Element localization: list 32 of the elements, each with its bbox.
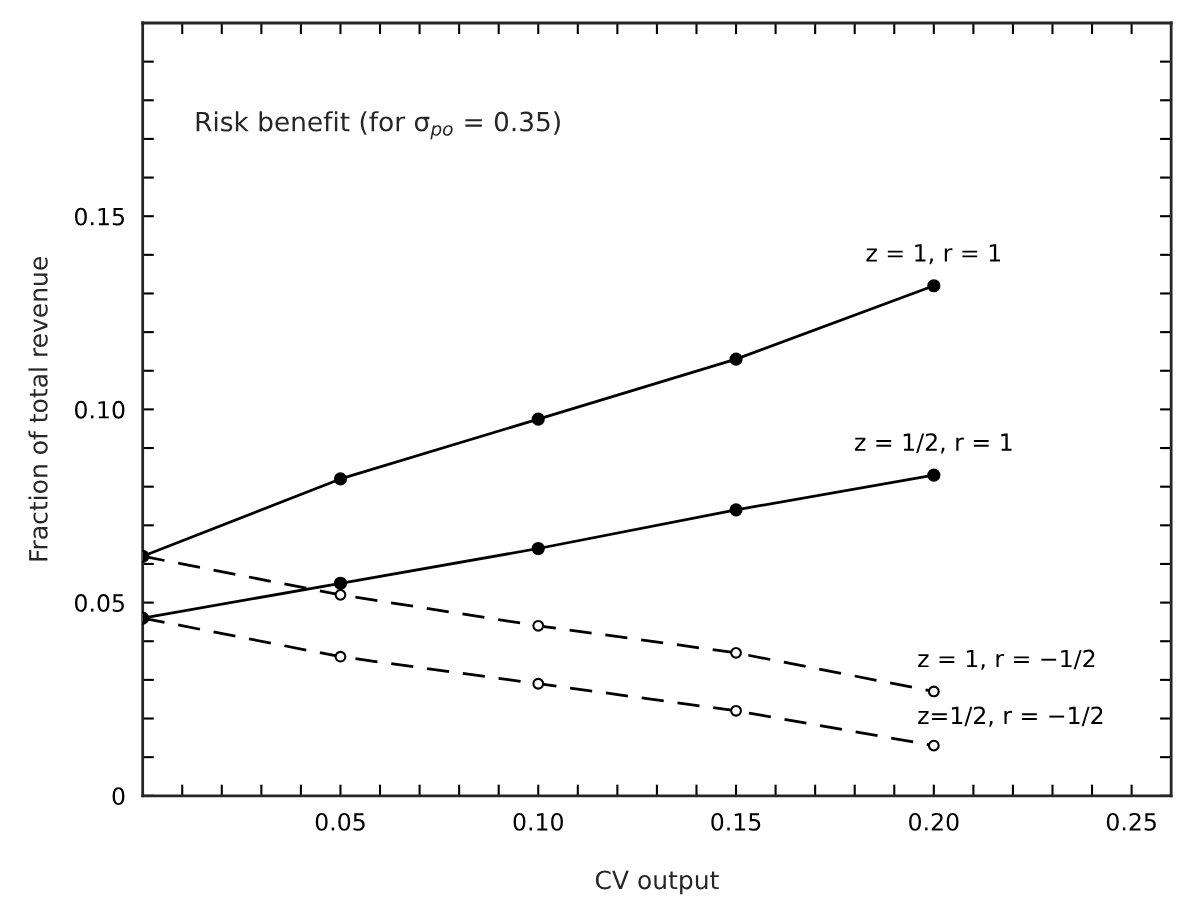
- point: [532, 677, 545, 690]
- series-label: z = 1/2, r = 1: [854, 433, 1012, 454]
- y-axis-title: Fraction of total revenue: [28, 257, 48, 561]
- x-tick-label: 0.20: [909, 812, 959, 831]
- point: [531, 412, 545, 426]
- point: [730, 646, 742, 659]
- series-label: z=1/2, r = −1/2: [918, 706, 1103, 727]
- point: [333, 472, 348, 486]
- point: [730, 704, 742, 717]
- point: [729, 503, 743, 517]
- point: [334, 588, 347, 601]
- point: [927, 685, 940, 698]
- x-tick-label: 0.25: [1106, 812, 1156, 831]
- y-tick-label: 0.15: [75, 207, 124, 226]
- point: [729, 352, 743, 366]
- x-tick-label: 0.10: [513, 812, 563, 831]
- x-axis-title: CV output: [595, 870, 719, 895]
- point: [333, 576, 348, 590]
- x-tick-label: 0.05: [315, 812, 365, 831]
- y-tick-label: 0.05: [75, 594, 124, 612]
- point: [334, 650, 347, 663]
- text: Risk benefit (for σ$_{po}$ = 0.35): [196, 111, 560, 140]
- point: [927, 279, 941, 293]
- point: [532, 619, 545, 632]
- series-label: z = 1, r = 1: [866, 244, 1001, 265]
- y-tick-label: 0: [112, 787, 125, 806]
- point: [927, 468, 941, 482]
- x-tick-label: 0.15: [711, 812, 761, 831]
- y-tick-label: 0.10: [75, 400, 125, 419]
- series-label: z = 1, r = −1/2: [918, 649, 1095, 670]
- point: [531, 541, 545, 556]
- point: [927, 739, 940, 752]
